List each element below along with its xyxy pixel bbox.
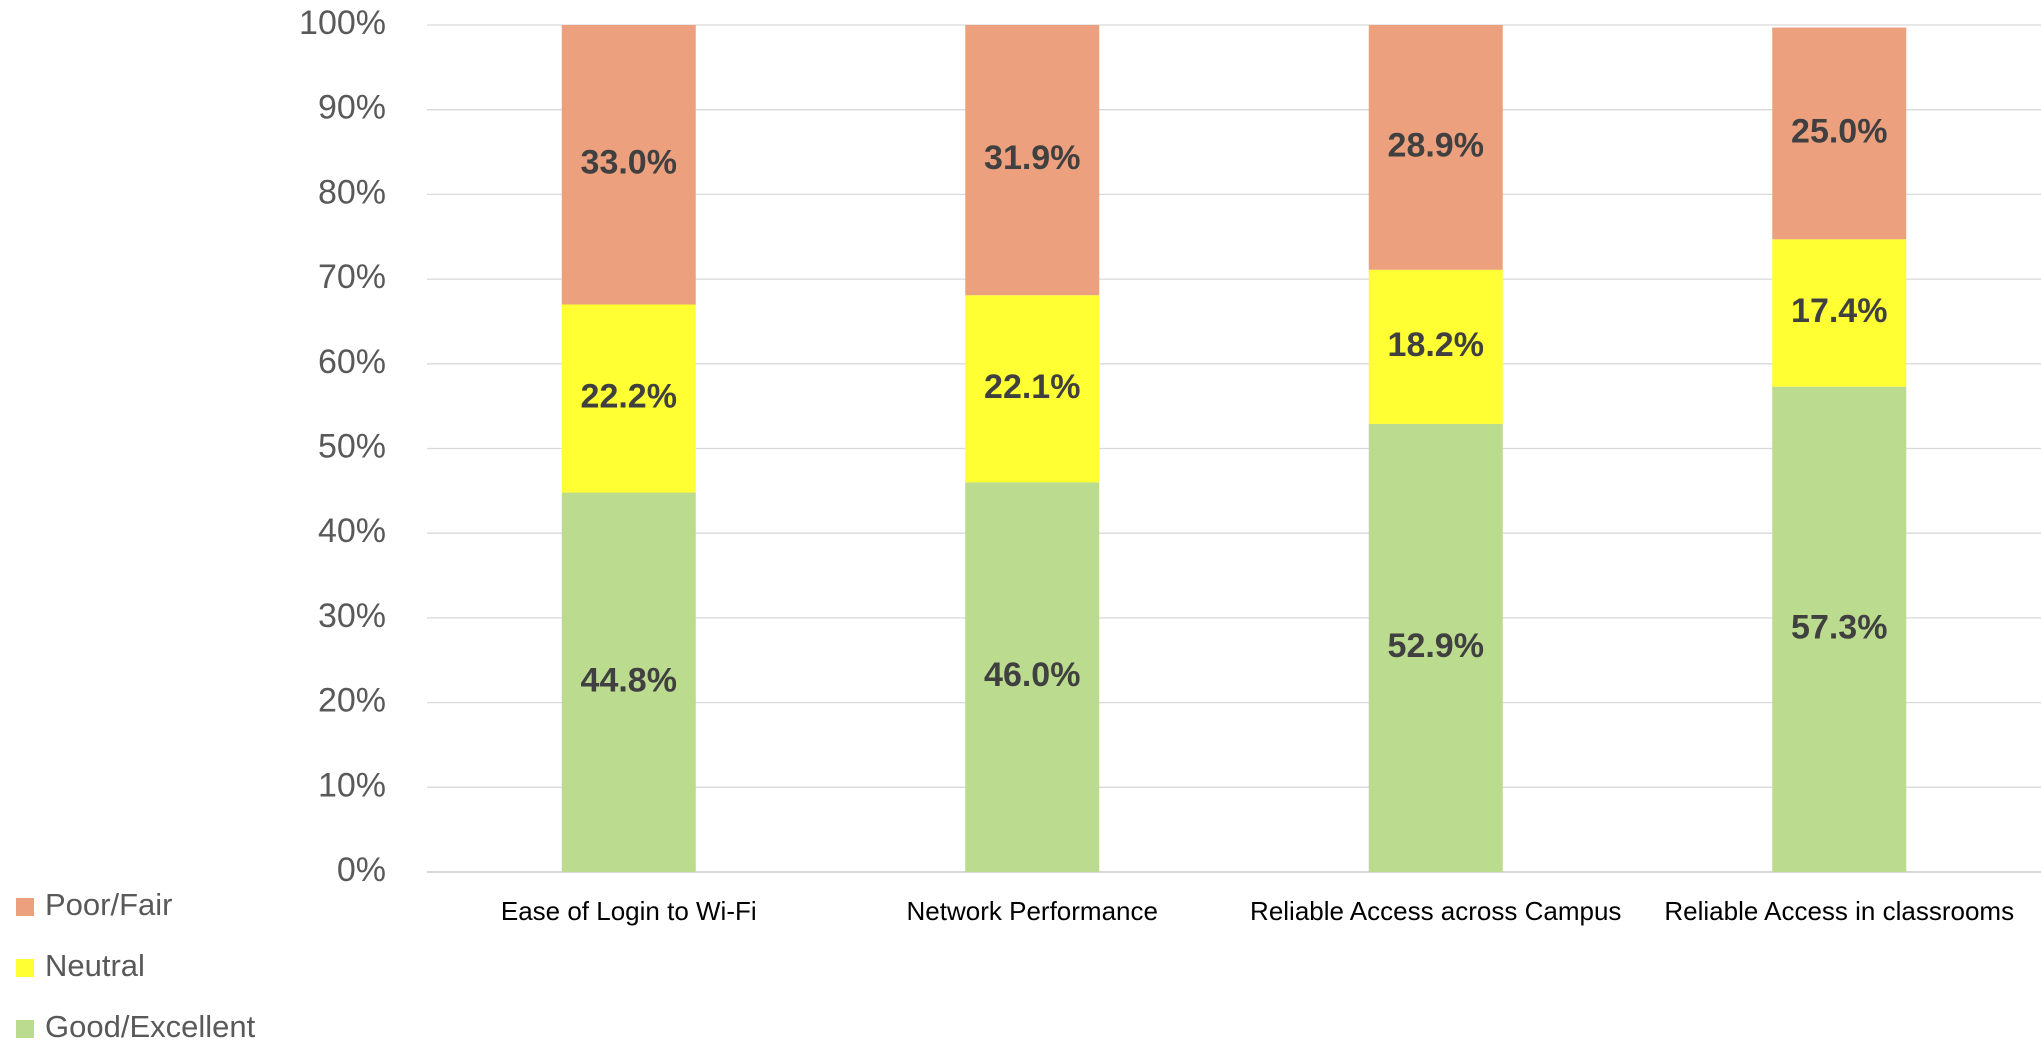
- bar-segment: [561, 25, 696, 305]
- bar-segment: [965, 482, 1100, 872]
- x-tick-label: Network Performance: [907, 896, 1158, 926]
- legend-swatch: [16, 898, 34, 916]
- legend-label: Neutral: [45, 948, 145, 983]
- bar-segment: [1368, 269, 1503, 424]
- legend-swatch: [16, 959, 34, 977]
- y-tick-label: 70%: [318, 258, 386, 296]
- data-label: 22.1%: [984, 368, 1080, 406]
- y-tick-label: 30%: [318, 597, 386, 635]
- bar-segment: [1772, 27, 1907, 240]
- y-tick-label: 100%: [299, 4, 386, 42]
- bar-segment: [1368, 423, 1503, 872]
- legend-label: Good/Excellent: [45, 1009, 256, 1044]
- bar-segment: [965, 295, 1100, 483]
- data-label: 31.9%: [984, 139, 1080, 177]
- bar-segment: [561, 492, 696, 872]
- bar-segment: [1772, 386, 1907, 872]
- y-tick-label: 80%: [318, 173, 386, 211]
- y-tick-label: 20%: [318, 682, 386, 720]
- data-label: 17.4%: [1791, 292, 1887, 330]
- legend-swatch: [16, 1020, 34, 1038]
- bar-segment: [1368, 25, 1503, 270]
- data-label: 28.9%: [1388, 126, 1484, 164]
- y-tick-label: 60%: [318, 343, 386, 381]
- legend-label: Poor/Fair: [45, 887, 172, 922]
- x-tick-label: Ease of Login to Wi-Fi: [501, 896, 757, 926]
- y-tick-label: 90%: [318, 89, 386, 127]
- data-label: 46.0%: [984, 656, 1080, 694]
- y-tick-label: 50%: [318, 427, 386, 465]
- bar-segment: [965, 25, 1100, 296]
- y-tick-label: 40%: [318, 512, 386, 550]
- x-tick-label: Reliable Access in classrooms: [1664, 896, 2014, 926]
- data-label: 25.0%: [1791, 112, 1887, 150]
- data-label: 52.9%: [1388, 627, 1484, 665]
- bar-segment: [1772, 239, 1907, 387]
- data-label: 57.3%: [1791, 608, 1887, 646]
- data-label: 18.2%: [1388, 326, 1484, 364]
- data-label: 44.8%: [581, 661, 677, 699]
- bar-segment: [561, 304, 696, 493]
- data-label: 22.2%: [581, 378, 677, 416]
- y-tick-label: 10%: [318, 766, 386, 804]
- data-label: 33.0%: [581, 144, 677, 182]
- y-tick-label: 0%: [337, 851, 386, 889]
- x-tick-label: Reliable Access across Campus: [1250, 896, 1621, 926]
